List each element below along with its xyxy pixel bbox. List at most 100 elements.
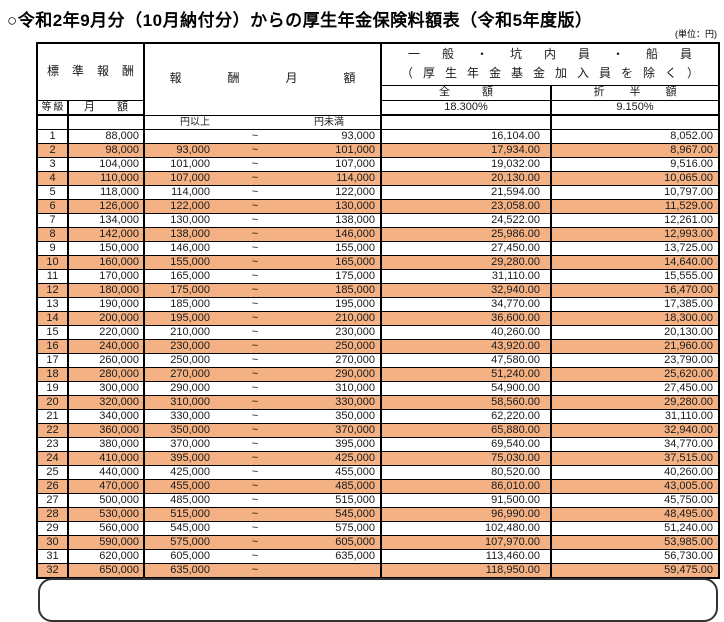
range-separator: ~ (251, 339, 259, 352)
monthly-amount-cell: 150,000 (66, 240, 146, 256)
empty-cell (36, 114, 69, 130)
full-amount-cell: 58,560.00 (380, 394, 553, 410)
remuneration-range-cell: 122,000 ~ 130,000 (143, 198, 383, 214)
half-amount-cell: 59,475.00 (550, 562, 721, 578)
range-separator: ~ (251, 241, 259, 254)
table-row: 23 380,000 370,000 ~ 395,000 69,540.00 3… (36, 436, 721, 452)
half-amount-cell: 48,495.00 (550, 506, 721, 522)
range-upper-value: 370,000 (335, 423, 376, 436)
half-amount-label: 折半額 (593, 86, 702, 98)
range-separator: ~ (251, 479, 259, 492)
table-row: 29 560,000 545,000 ~ 575,000 102,480.00 … (36, 520, 721, 536)
remuneration-range-cell: 350,000 ~ 370,000 (143, 422, 383, 438)
range-lower-value: 175,000 (170, 283, 211, 296)
full-rate-header: 18.300% (380, 99, 553, 116)
range-separator: ~ (251, 409, 259, 422)
full-amount-cell: 118,950.00 (380, 562, 553, 578)
remuneration-range-cell: 114,000 ~ 122,000 (143, 184, 383, 200)
range-upper-value: 485,000 (335, 479, 376, 492)
grade-cell: 8 (36, 226, 69, 242)
monthly-amount-label: 月額 (84, 100, 145, 113)
remuneration-range-cell: 485,000 ~ 515,000 (143, 492, 383, 508)
range-lower-value: 575,000 (170, 535, 211, 548)
range-lower-value: 485,000 (170, 493, 211, 506)
range-lower-value: 155,000 (170, 255, 211, 268)
range-lower-value: 114,000 (171, 185, 211, 198)
full-amount-cell: 43,920.00 (380, 338, 553, 354)
range-lower-value: 101,000 (170, 157, 211, 170)
range-from-label: 円以上 (180, 116, 211, 128)
half-amount-cell: 15,555.00 (550, 268, 721, 284)
table-row: 18 280,000 270,000 ~ 290,000 51,240.00 2… (36, 366, 721, 382)
full-amount-cell: 40,260.00 (380, 324, 553, 340)
remuneration-range-cell: ~ 93,000 (143, 128, 383, 144)
grade-cell: 14 (36, 310, 69, 326)
monthly-amount-cell: 360,000 (66, 422, 146, 438)
range-separator: ~ (251, 535, 259, 548)
range-lower-value: 107,000 (170, 171, 211, 184)
monthly-amount-cell: 200,000 (66, 310, 146, 326)
range-lower-value: 290,000 (170, 381, 211, 394)
range-separator: ~ (251, 549, 259, 562)
half-amount-cell: 43,005.00 (550, 478, 721, 494)
range-upper-value: 330,000 (335, 395, 376, 408)
range-separator: ~ (251, 199, 259, 212)
table-row: 31 620,000 605,000 ~ 635,000 113,460.00 … (36, 548, 721, 564)
page-title: ○令和2年9月分（10月納付分）からの厚生年金保険料額表（令和5年度版） (7, 11, 593, 30)
grade-cell: 28 (36, 506, 69, 522)
range-separator: ~ (251, 423, 259, 436)
range-lower-value: 146,000 (170, 241, 211, 254)
remuneration-range-cell: 155,000 ~ 165,000 (143, 254, 383, 270)
full-amount-cell: 19,032.00 (380, 156, 553, 172)
half-amount-header: 折半額 (550, 84, 721, 101)
range-upper-value: 130,000 (335, 199, 376, 212)
grade-cell: 30 (36, 534, 69, 550)
monthly-amount-cell: 142,000 (66, 226, 146, 242)
range-separator: ~ (251, 451, 259, 464)
grade-cell: 13 (36, 296, 69, 312)
half-amount-cell: 17,385.00 (550, 296, 721, 312)
remuneration-range-cell: 230,000 ~ 250,000 (143, 338, 383, 354)
range-upper-value: 185,000 (335, 283, 376, 296)
full-amount-cell: 75,030.00 (380, 450, 553, 466)
half-amount-cell: 51,240.00 (550, 520, 721, 536)
range-lower-value: 455,000 (170, 479, 211, 492)
remuneration-range-cell: 425,000 ~ 455,000 (143, 464, 383, 480)
table-row: 32 650,000 635,000 ~ 118,950.00 59,475.0… (36, 562, 721, 578)
range-separator: ~ (251, 493, 259, 506)
empty-cell (550, 114, 721, 130)
half-amount-cell: 21,960.00 (550, 338, 721, 354)
half-amount-cell: 8,967.00 (550, 142, 721, 158)
table-row: 17 260,000 250,000 ~ 270,000 47,580.00 2… (36, 352, 721, 368)
table-row: 4 110,000 107,000 ~ 114,000 20,130.00 10… (36, 170, 721, 186)
empty-cell (380, 114, 553, 130)
pension-premium-table-page: ○令和2年9月分（10月納付分）からの厚生年金保険料額表（令和5年度版） (単位… (7, 11, 721, 622)
half-amount-cell: 56,730.00 (550, 548, 721, 564)
full-amount-cell: 86,010.00 (380, 478, 553, 494)
remuneration-range-cell: 330,000 ~ 350,000 (143, 408, 383, 424)
range-to-label: 円未満 (314, 116, 345, 128)
monthly-amount-cell: 590,000 (66, 534, 146, 550)
half-amount-cell: 53,985.00 (550, 534, 721, 550)
half-amount-cell: 10,065.00 (550, 170, 721, 186)
full-amount-cell: 23,058.00 (380, 198, 553, 214)
table-row: 3 104,000 101,000 ~ 107,000 19,032.00 9,… (36, 156, 721, 172)
table-row: 27 500,000 485,000 ~ 515,000 91,500.00 4… (36, 492, 721, 508)
grade-cell: 9 (36, 240, 69, 256)
premium-table: 標準報酬 報酬月額 一般・坑内員・船員 （厚生年金基金加入員を除く） 全額 折半… (35, 42, 721, 579)
remuneration-range-cell: 146,000 ~ 155,000 (143, 240, 383, 256)
range-upper-value: 250,000 (335, 339, 376, 352)
monthly-amount-cell: 340,000 (66, 408, 146, 424)
full-amount-cell: 51,240.00 (380, 366, 553, 382)
range-separator: ~ (251, 325, 259, 338)
grade-cell: 23 (36, 436, 69, 452)
remuneration-range-cell: 165,000 ~ 175,000 (143, 268, 383, 284)
table-row: 14 200,000 195,000 ~ 210,000 36,600.00 1… (36, 310, 721, 326)
remuneration-range-cell: 310,000 ~ 330,000 (143, 394, 383, 410)
range-lower-value: 270,000 (170, 367, 211, 380)
range-separator: ~ (251, 311, 259, 324)
monthly-amount-cell: 530,000 (66, 506, 146, 522)
range-separator: ~ (251, 283, 259, 296)
remuneration-range-cell: 250,000 ~ 270,000 (143, 352, 383, 368)
range-lower-value: 165,000 (170, 269, 211, 282)
